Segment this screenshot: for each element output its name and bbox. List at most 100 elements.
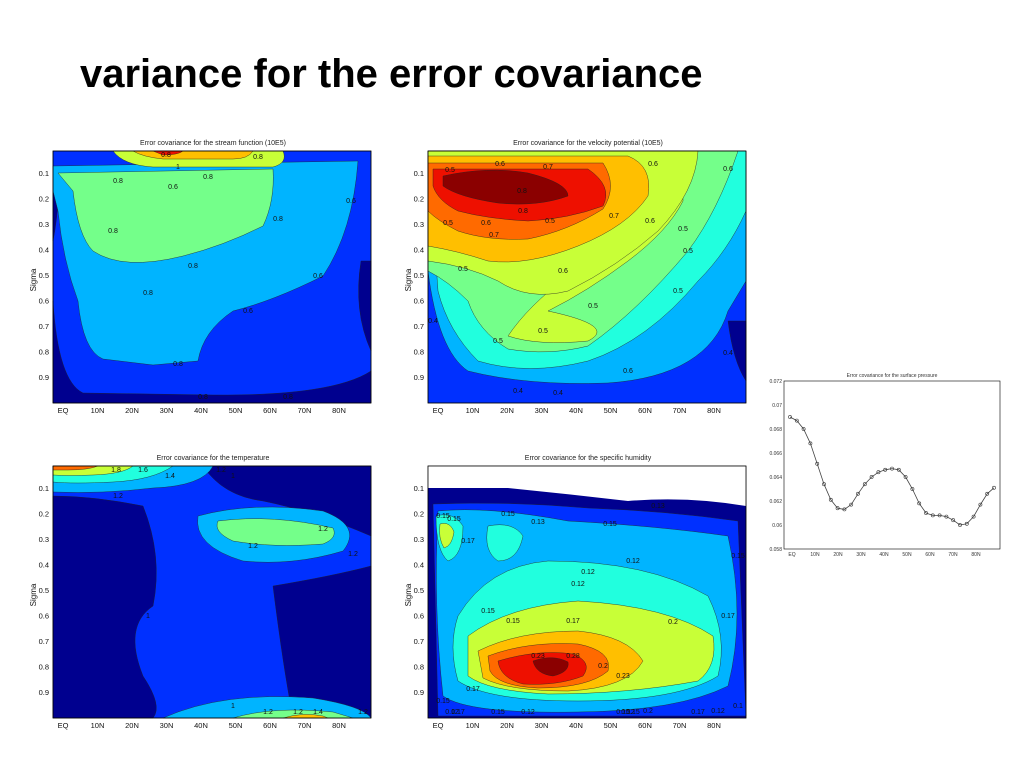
contour-label: 0.8 bbox=[173, 361, 183, 368]
contour-label: 0.6 bbox=[723, 166, 733, 173]
contour-label: 0.8 bbox=[518, 208, 528, 215]
surface-pressure-chart: Error covariance for the surface pressur… bbox=[769, 373, 1001, 558]
contour-label: 0.8 bbox=[188, 263, 198, 270]
y-tick-label: 0.8 bbox=[39, 663, 49, 672]
y-tick-label: 0.3 bbox=[414, 220, 424, 229]
contour-label: 0.6 bbox=[495, 161, 505, 168]
data-point bbox=[978, 502, 983, 507]
y-tick-label: 0.7 bbox=[39, 637, 49, 646]
contour-label: 0.7 bbox=[543, 164, 553, 171]
x-tick-labels: EQ 10N 20N 30N 40N 50N 60N 70N 80N bbox=[433, 406, 721, 415]
data-point bbox=[992, 485, 996, 490]
contour-label: 0.4 bbox=[723, 350, 733, 357]
x-tick-label: EQ bbox=[433, 406, 444, 415]
x-tick-label: 60N bbox=[263, 721, 277, 730]
contour-label: 0.6 bbox=[623, 368, 633, 375]
contour-label: 1.6 bbox=[138, 467, 148, 474]
x-tick-label: 30N bbox=[856, 552, 866, 558]
contour-region bbox=[439, 523, 455, 549]
contour-label: 1 bbox=[231, 703, 235, 710]
x-tick-label: 40N bbox=[194, 406, 208, 415]
x-tick-label: 20N bbox=[500, 406, 514, 415]
data-point bbox=[835, 506, 840, 511]
contour-label: 1.2 bbox=[358, 709, 368, 716]
plot-frame bbox=[52, 465, 372, 719]
contour-label: 0.5 bbox=[683, 248, 693, 255]
x-tick-label: 50N bbox=[902, 552, 912, 558]
data-point bbox=[917, 501, 922, 506]
contour-label: 0.12 bbox=[711, 708, 725, 715]
contour-label: 0.17 bbox=[721, 613, 735, 620]
y-tick-label: 0.07 bbox=[772, 403, 782, 409]
contour-label: 0.8 bbox=[198, 394, 208, 401]
contour-region bbox=[442, 169, 569, 205]
contour-label: 0.12 bbox=[621, 709, 635, 716]
contour-label: 1 bbox=[146, 613, 150, 620]
stream-function-plot: Error covariance for the stream function… bbox=[28, 135, 378, 415]
x-tick-label: 30N bbox=[160, 406, 174, 415]
y-tick-label: 0.7 bbox=[414, 637, 424, 646]
chart-title: Error covariance for the velocity potent… bbox=[513, 140, 663, 147]
x-tick-label: EQ bbox=[788, 552, 795, 558]
contour-label: 0.15 bbox=[731, 553, 745, 560]
contour-label: 0.15 bbox=[491, 709, 505, 716]
contour-label: 0.15 bbox=[506, 618, 520, 625]
x-tick-label: 60N bbox=[925, 552, 935, 558]
y-tick-label: 0.3 bbox=[39, 220, 49, 229]
y-tick-label: 0.1 bbox=[414, 169, 424, 178]
x-tick-label: 30N bbox=[160, 721, 174, 730]
y-tick-label: 0.1 bbox=[39, 484, 49, 493]
x-tick-label: 20N bbox=[500, 721, 514, 730]
contour-label: 1 bbox=[231, 473, 235, 480]
x-tick-label: EQ bbox=[58, 721, 69, 730]
x-tick-label: 60N bbox=[263, 406, 277, 415]
contour-label: 0.8 bbox=[113, 178, 123, 185]
y-tick-label: 0.062 bbox=[769, 499, 782, 505]
y-tick-label: 0.066 bbox=[769, 451, 782, 457]
contour-labels: 0.5 0.6 0.7 0.6 0.6 0.5 0.8 0.6 0.8 0.7 0.6 0.7 0.5 0… bbox=[428, 161, 733, 397]
y-tick-label: 0.1 bbox=[39, 169, 49, 178]
contour-label: 0.15 bbox=[616, 709, 630, 716]
x-tick-label: 60N bbox=[638, 406, 652, 415]
contour-label: 0.5 bbox=[458, 266, 468, 273]
y-tick-label: 0.8 bbox=[414, 663, 424, 672]
contour-label: 0.13 bbox=[651, 503, 665, 510]
data-point bbox=[937, 513, 942, 518]
contour-field: 0.150.150.170.150.13 0.150.120.120.150.15… bbox=[427, 465, 747, 719]
contour-label: 0.12 bbox=[581, 569, 595, 576]
y-tick-label: 0.4 bbox=[414, 246, 424, 255]
y-tick-label: 0.2 bbox=[39, 195, 49, 204]
data-point bbox=[971, 514, 976, 519]
contour-label: 0.23 bbox=[531, 653, 545, 660]
x-tick-labels: EQ 10N 20N 30N 40N 50N 60N 70N 80N bbox=[58, 721, 346, 730]
contour-label: 0.2 bbox=[598, 663, 608, 670]
y-tick-label: 0.4 bbox=[39, 246, 49, 255]
contour-label: 0.17 bbox=[466, 686, 480, 693]
y-tick-label: 0.5 bbox=[39, 271, 49, 280]
contour-label: 1.2 bbox=[318, 526, 328, 533]
contour-region bbox=[532, 657, 569, 677]
x-tick-label: 20N bbox=[125, 406, 139, 415]
contour-label: 0.28 bbox=[566, 653, 580, 660]
y-tick-label: 0.1 bbox=[414, 484, 424, 493]
contour-label: 0.17 bbox=[461, 538, 475, 545]
temperature-chart: Error covariance for the temperature Sig… bbox=[29, 455, 372, 730]
x-tick-label: 20N bbox=[833, 552, 843, 558]
contour-label: 1.2 bbox=[248, 543, 258, 550]
y-tick-label: 0.8 bbox=[39, 348, 49, 357]
data-point bbox=[822, 482, 826, 487]
contour-field: 0.5 0.6 0.7 0.6 0.6 0.5 0.8 0.6 0.8 0.7 0.6 0.7 0.5 0… bbox=[427, 150, 747, 404]
contour-label: 0.5 bbox=[443, 220, 453, 227]
x-tick-labels: EQ 10N 20N 30N 40N 50N 60N 70N 80N bbox=[788, 552, 981, 558]
contour-label: 0.12 bbox=[445, 709, 459, 716]
x-tick-label: 70N bbox=[298, 406, 312, 415]
contour-label: 0.6 bbox=[558, 268, 568, 275]
x-tick-label: 10N bbox=[91, 406, 105, 415]
contour-label: 1.4 bbox=[165, 473, 175, 480]
contour-label: 0.6 bbox=[313, 273, 323, 280]
velocity-potential-plot: Error covariance for the velocity potent… bbox=[403, 135, 753, 415]
data-point bbox=[876, 470, 881, 475]
data-point bbox=[794, 418, 799, 423]
contour-label: 0.5 bbox=[673, 288, 683, 295]
y-tick-labels: 0.1 0.2 0.3 0.4 0.5 0.6 0.7 0.8 0.9 bbox=[414, 169, 431, 382]
